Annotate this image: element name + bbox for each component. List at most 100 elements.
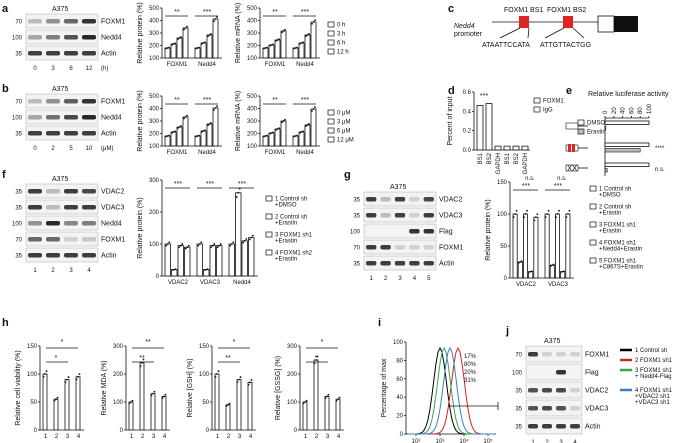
a-mrna-bar [268,44,275,59]
g-legend-label: +Erastin [599,229,621,235]
f-point [245,238,248,240]
b-legend-label: 6 μM [337,129,350,135]
j-band [556,388,566,393]
h-0-point [77,375,79,378]
a-mw-marker: 35 [15,52,22,58]
a-protein-bar [206,34,213,59]
f-point [242,241,245,244]
g-point [529,270,532,273]
a-mw-marker: 70 [15,20,22,26]
f-bar [164,243,171,277]
c-sequence-2: ATTGTTACTGG [540,42,591,49]
g-point [536,213,539,216]
d-bar [512,145,520,151]
b-mrna-y-tick-label: 300 [247,119,258,125]
b-mrna-bar [274,128,281,147]
f-legend-label: 4 FOXM1 sh2 [275,251,313,257]
a-mrna-y-axis-label: Relative mRNA (%) [235,3,242,63]
b-band [64,99,78,104]
e-title: Relative luciferase activity [588,91,669,98]
f-band [46,237,60,242]
j-band [556,352,566,357]
a-legend-swatch [327,48,335,55]
f-band [82,237,96,242]
f-blot-label-nedd4: Nedd4 [101,221,122,228]
f-legend-swatch [265,213,273,220]
f-band [82,253,96,258]
b-mrna-point [281,121,283,124]
b-mrna-point [293,135,295,138]
a-protein-point [201,42,203,45]
f-blot-row [25,231,99,247]
h-2-x-tick-label: 1 [216,434,220,440]
h-1-point [150,394,153,397]
b-mrna-point [282,120,285,122]
a-band [46,51,60,56]
g-point [512,216,515,219]
b-mrna-point [296,134,298,137]
b-mrna-x-tick-label: Nedd4 [296,150,314,156]
j-legend-label: 4 FOXM1 sh1 [635,388,673,394]
b-protein-x-tick-label: FOXM1 [167,150,188,156]
a-mrna-point [302,41,304,44]
g-band [366,197,377,202]
b-blot-row [25,125,99,141]
h-3-x-tick-label: 4 [337,434,341,440]
b-legend-label: 3 μM [337,120,350,126]
panel-letter-b: b [2,83,9,95]
a-protein-point [204,41,206,44]
b-protein-point [165,135,167,138]
a-mrna-point [284,28,286,31]
b-protein-bar [176,126,183,147]
f-point [243,239,246,242]
h-3-y-axis-label: Relative [GSSG] (%) [275,356,282,420]
f-band [64,253,78,258]
e-legend-swatch [577,128,585,135]
f-point [198,243,201,245]
a-mrna-point [305,35,307,38]
g-band [380,197,391,202]
h-0-point [45,370,48,373]
g-sig-label: *** [554,183,562,190]
h-3-bar [335,398,341,431]
panel-letter-j: j [505,325,509,337]
a-legend-label: 0 h [337,23,345,29]
a-mrna-point [300,42,303,44]
g-blot-row [363,223,437,239]
h-3-point [316,355,319,358]
e-mutant-mark: X [567,164,573,173]
e-x-tick-label: 20 [612,107,618,114]
b-mrna-bar [280,120,287,147]
f-band [28,189,42,194]
b-mw-marker: 70 [15,100,22,106]
b-mrna-point [312,108,315,110]
a-mrna-bar [292,47,299,59]
f-point [230,243,233,245]
f-point [165,244,168,247]
f-point [216,246,219,249]
h-0-y-tick-label: 50 [30,400,37,406]
a-protein-point [207,35,209,38]
g-point [556,213,559,215]
b-legend-label: 0 μM [337,111,350,117]
e-site-box [568,144,571,152]
b-lane-label: 5 [69,146,73,152]
b-mrna-point [306,124,309,126]
f-point [186,246,189,249]
b-mrna-point [278,127,280,130]
f-point [173,268,176,271]
b-protein-bar [212,107,219,147]
a-band [28,19,42,24]
b-protein-point [213,109,215,111]
i-percent-label: 17% [464,354,477,360]
h-0-bar [75,376,81,431]
e-legend-swatch [577,119,585,126]
f-band [82,205,96,210]
b-mrna-point [270,132,273,134]
g-bar [549,264,555,279]
g-point [568,209,571,212]
a-band [28,35,42,40]
g-point [535,216,537,219]
a-band [82,51,96,56]
a-protein-point [208,34,211,36]
